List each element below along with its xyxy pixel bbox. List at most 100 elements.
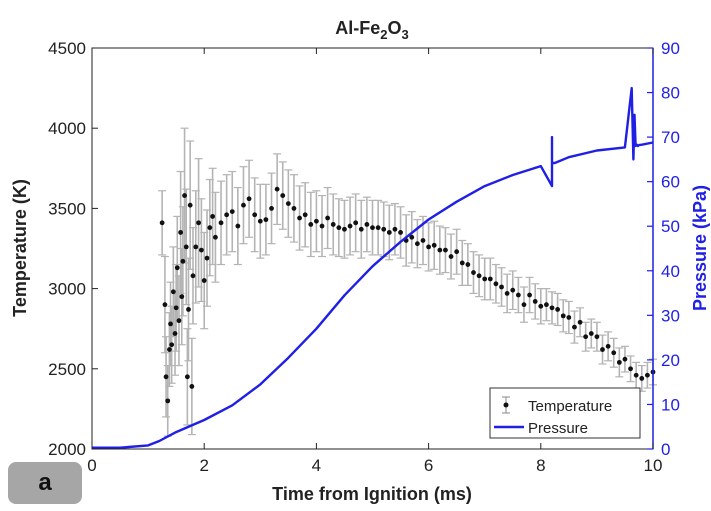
- temperature-point: [178, 230, 184, 235]
- pressure-line: [92, 86, 654, 449]
- x-tick-label: 8: [536, 456, 545, 475]
- legend-box: [489, 387, 641, 439]
- temperature-point: [235, 223, 241, 229]
- temperature-point: [167, 347, 172, 352]
- temperature-point: [257, 218, 263, 224]
- temperature-point: [190, 273, 196, 279]
- temperature-point: [566, 315, 572, 320]
- x-tick-label: 4: [312, 456, 321, 475]
- temperature-point: [493, 281, 499, 287]
- temperature-point: [538, 303, 544, 309]
- y-tick-label-left: 4000: [48, 119, 86, 138]
- y-tick-label-right: 40: [661, 262, 680, 281]
- axes: 0 2 4 6 8 10200025003000350040004500010203040…: [48, 39, 680, 475]
- temperature-point: [414, 241, 420, 247]
- temperature-point: [308, 222, 314, 227]
- temperature-point: [218, 220, 224, 226]
- temperature-point: [555, 307, 561, 312]
- temperature-point: [577, 319, 583, 325]
- temperature-point: [183, 244, 189, 250]
- temperature-point: [173, 305, 179, 311]
- temperature-point: [179, 294, 185, 300]
- temperature-point: [198, 247, 204, 253]
- temperature-point: [560, 313, 566, 319]
- temperature-point: [622, 356, 628, 362]
- y-tick-label-right: 80: [661, 84, 680, 103]
- y-tick-label-right: 60: [661, 173, 680, 192]
- temperature-point: [193, 244, 199, 250]
- temperature-point: [549, 305, 555, 311]
- temperature-point: [521, 302, 527, 308]
- temperature-point: [375, 225, 381, 231]
- temperature-point: [459, 260, 465, 266]
- temperature-point: [409, 234, 415, 240]
- temperature-point: [182, 193, 187, 198]
- temperature-point: [616, 359, 622, 365]
- temperature-point: [325, 215, 331, 221]
- temperature-point: [572, 324, 577, 330]
- temperature-point: [186, 307, 191, 312]
- temperature-point: [196, 220, 201, 226]
- x-axis-label: Time from Ignition (ms): [272, 484, 472, 504]
- title-sub-2: 3: [402, 27, 409, 42]
- y-tick-label-right: 20: [661, 351, 680, 370]
- y-tick-label-left: 3500: [48, 199, 86, 218]
- title-mid: O: [387, 18, 401, 38]
- y-tick-label-right: 50: [661, 217, 680, 236]
- temperature-point: [644, 372, 650, 378]
- temperature-point: [600, 347, 605, 352]
- temperature-point: [297, 215, 302, 221]
- temperature-point: [274, 186, 280, 192]
- temperature-point: [180, 258, 186, 264]
- temperature-point: [163, 374, 169, 380]
- temperature-point: [187, 202, 193, 208]
- temperature-point: [611, 350, 617, 356]
- temperature-point: [465, 262, 471, 267]
- temperature-point: [628, 366, 633, 372]
- temperature-point: [386, 230, 392, 235]
- temperature-point: [170, 289, 176, 295]
- temperature-point: [588, 331, 594, 336]
- legend-temperature-label: Temperature: [528, 398, 612, 415]
- temperature-point: [201, 278, 207, 283]
- temperature-point: [532, 299, 538, 304]
- panel-label: a: [8, 462, 82, 504]
- temperature-point: [207, 225, 213, 231]
- temperature-point: [285, 201, 291, 206]
- y-tick-label-right: 90: [661, 39, 680, 58]
- temperature-point: [246, 196, 252, 202]
- temperature-point: [229, 209, 235, 215]
- temperature-point: [353, 220, 359, 226]
- temperature-point: [437, 247, 443, 253]
- temperature-point: [443, 247, 448, 253]
- temperature-point: [487, 276, 493, 282]
- y-axis-label-left: Temperature (K): [10, 179, 30, 317]
- temperature-point: [176, 318, 182, 324]
- temperature-point: [330, 222, 336, 227]
- temperature-point: [302, 212, 308, 218]
- temperature-point: [252, 212, 258, 218]
- temperature-point: [431, 242, 437, 248]
- temperature-point: [204, 255, 210, 261]
- x-tick-label: 6: [424, 456, 433, 475]
- temperature-point: [370, 225, 375, 231]
- temperature-point: [168, 321, 173, 327]
- temperature-point: [448, 254, 454, 259]
- temperature-point: [454, 249, 460, 255]
- temperature-point: [342, 226, 347, 232]
- temperature-point: [172, 331, 178, 336]
- title-main: Al-Fe: [335, 18, 380, 38]
- temperature-point: [263, 217, 269, 223]
- y-axis-label-right: Pressure (kPa): [690, 185, 710, 311]
- legend-pressure-label: Pressure: [528, 420, 588, 437]
- y-tick-label-right: 10: [661, 395, 680, 414]
- y-tick-label-left: 2500: [48, 360, 86, 379]
- temperature-point: [482, 276, 488, 282]
- y-tick-label-left: 3000: [48, 280, 86, 299]
- legend-temperature-marker: [503, 402, 509, 408]
- temperature-point: [504, 291, 510, 296]
- temperature-point: [639, 376, 645, 381]
- temperature-point: [165, 398, 171, 404]
